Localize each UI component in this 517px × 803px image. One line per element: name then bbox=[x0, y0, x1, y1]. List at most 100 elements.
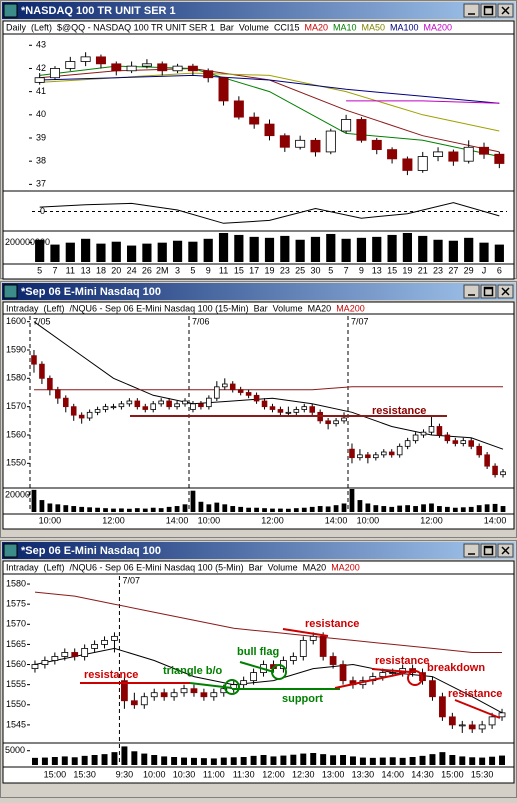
volume-bar bbox=[264, 237, 275, 262]
y-tick-label: 40 bbox=[36, 109, 46, 119]
candle-body bbox=[357, 454, 363, 459]
day-label: 7/07 bbox=[351, 316, 369, 326]
volume-bar bbox=[387, 234, 397, 262]
window-title: *NASDAQ 100 TR UNIT SER 1 bbox=[21, 5, 176, 17]
volume-bar bbox=[341, 238, 351, 262]
annotation: resistance bbox=[84, 669, 138, 681]
candle-body bbox=[203, 70, 214, 79]
chart-area bbox=[2, 560, 515, 784]
candle-body bbox=[458, 724, 466, 727]
candle-body bbox=[250, 672, 257, 682]
button-glyph bbox=[501, 546, 510, 555]
volume-bar bbox=[397, 505, 403, 512]
candle-body bbox=[498, 712, 506, 718]
x-tick-label: 10:00 bbox=[143, 769, 166, 779]
x-tick-label: 14:00 bbox=[325, 515, 348, 525]
volume-tick-label: 20000 bbox=[5, 489, 30, 499]
candle-body bbox=[309, 635, 317, 641]
annotation: breakdown bbox=[427, 662, 485, 674]
x-tick-label: 11:30 bbox=[233, 769, 255, 779]
candle-body bbox=[94, 409, 101, 413]
legend-text: $@QQ - NASDAQ 100 TR UNIT SER 1 bbox=[57, 22, 215, 32]
volume-bar bbox=[301, 507, 307, 512]
annotation: resistance bbox=[372, 405, 426, 417]
volume-bar bbox=[300, 753, 307, 765]
x-tick-label: 5 bbox=[37, 265, 42, 275]
candle-body bbox=[140, 696, 148, 706]
candle-body bbox=[78, 414, 85, 419]
candle-body bbox=[170, 692, 178, 698]
candle-body bbox=[329, 656, 337, 665]
candle-body bbox=[463, 146, 474, 162]
window-button-min[interactable] bbox=[463, 284, 480, 299]
volume-bar bbox=[127, 245, 137, 262]
legend-text: Intraday bbox=[6, 303, 39, 313]
volume-bar bbox=[270, 756, 277, 765]
volume-bar bbox=[449, 755, 456, 765]
volume-bar bbox=[325, 506, 331, 512]
candle-body bbox=[264, 123, 275, 137]
volume-bar bbox=[249, 236, 259, 262]
volume-bar bbox=[437, 506, 442, 512]
volume-bar bbox=[349, 756, 356, 765]
volume-bar bbox=[389, 757, 396, 765]
x-tick-label: 15:30 bbox=[471, 769, 494, 779]
volume-bar bbox=[95, 507, 100, 512]
candle-body bbox=[200, 692, 208, 698]
annotation: resistance bbox=[375, 655, 429, 667]
volume-bar bbox=[71, 506, 77, 512]
title-bar bbox=[2, 2, 515, 19]
volume-bar bbox=[158, 508, 164, 512]
candle-body bbox=[468, 440, 475, 447]
candle-body bbox=[339, 664, 347, 682]
candle-body bbox=[420, 431, 427, 436]
volume-bar bbox=[157, 242, 167, 262]
volume-bar bbox=[439, 752, 446, 765]
volume-bar bbox=[190, 490, 196, 512]
candle-body bbox=[389, 672, 397, 674]
volume-bar bbox=[489, 756, 496, 765]
chart-area bbox=[2, 20, 515, 280]
volume-bar bbox=[326, 233, 336, 262]
legend-text: (Left) bbox=[31, 22, 52, 32]
candle-body bbox=[269, 406, 276, 410]
day-label: 7/07 bbox=[122, 575, 140, 585]
trendline bbox=[334, 672, 406, 689]
x-tick-label: 21 bbox=[418, 265, 428, 275]
volume-bar bbox=[293, 508, 299, 512]
window-button-min[interactable] bbox=[463, 3, 480, 18]
candle-body bbox=[476, 445, 482, 456]
volume-bar bbox=[61, 756, 68, 765]
x-tick-label: 11 bbox=[219, 265, 228, 275]
candle-body bbox=[341, 119, 352, 132]
volume-bar bbox=[171, 757, 178, 765]
day-label: 7/06 bbox=[192, 316, 210, 326]
window-button-min[interactable] bbox=[463, 543, 480, 558]
volume-bar bbox=[71, 757, 78, 765]
candle-body bbox=[468, 724, 476, 730]
x-tick-label: 11:00 bbox=[203, 769, 225, 779]
candle-body bbox=[373, 454, 379, 459]
candle-body bbox=[380, 451, 387, 456]
y-tick-label: 1560 bbox=[6, 429, 26, 439]
x-tick-label: 12:00 bbox=[261, 515, 284, 525]
button-glyph bbox=[483, 286, 494, 297]
volume-bar bbox=[230, 506, 236, 512]
candle-body bbox=[31, 664, 39, 669]
candle-body bbox=[310, 139, 321, 153]
candle-body bbox=[387, 149, 398, 160]
candle-body bbox=[253, 394, 260, 402]
x-tick-label: 10:00 bbox=[357, 515, 380, 525]
x-tick-label: 13 bbox=[372, 265, 382, 275]
legend-entry: MA200 bbox=[424, 22, 453, 32]
candle-body bbox=[49, 68, 60, 79]
x-tick-label: 14:00 bbox=[381, 769, 404, 779]
annotation: bull flag bbox=[237, 646, 279, 658]
candle-body bbox=[439, 696, 446, 718]
volume-bar bbox=[63, 505, 69, 512]
volume-bar bbox=[285, 508, 291, 512]
candle-body bbox=[388, 451, 395, 456]
x-tick-label: 10:30 bbox=[173, 769, 196, 779]
candle-body bbox=[452, 440, 459, 444]
button-glyph bbox=[483, 5, 494, 16]
